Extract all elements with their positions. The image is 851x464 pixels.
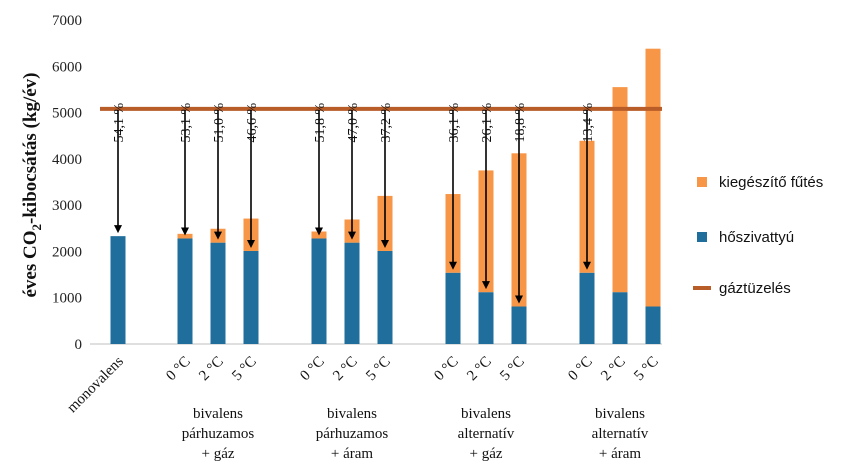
group-label-line: bivalens — [461, 406, 511, 422]
y-tick-label: 7000 — [52, 13, 82, 29]
x-tick-label: 0 °C — [431, 354, 462, 385]
arrow-head — [315, 227, 323, 236]
group-label-line: + áram — [331, 446, 374, 462]
arrow-head — [348, 231, 356, 240]
bar-segment-heat-pump — [645, 306, 661, 344]
percentage-label: 26,1 % — [480, 103, 495, 143]
bar-segment-heat-pump — [445, 272, 461, 344]
y-tick-label: 1000 — [52, 291, 82, 307]
x-tick-label: 5 °C — [497, 354, 528, 385]
y-tick-label: 2000 — [52, 244, 82, 260]
arrow-head — [482, 281, 490, 290]
y-axis-title-main: éves CO — [20, 230, 41, 297]
group-label-line: + gáz — [469, 446, 502, 462]
bar-segment-heat-pump — [210, 242, 226, 344]
legend-swatch-supplementary — [697, 177, 707, 187]
group-label-line: bivalens — [327, 406, 377, 422]
group-label: bivalens párhuzamos + gáz — [182, 406, 255, 462]
arrow-head — [247, 239, 255, 248]
y-axis-title-subscript: 2 — [29, 224, 44, 231]
percentage-label: 47,0 % — [346, 103, 361, 143]
arrow-head — [381, 239, 389, 248]
bar-segment-heat-pump — [243, 250, 259, 344]
y-axis-title: éves CO2-kibocsátás (kg/év) — [20, 73, 44, 298]
x-tick-label: 2 °C — [196, 354, 227, 385]
bar-segment-heat-pump — [377, 250, 393, 344]
bar-segment-heat-pump — [511, 306, 527, 344]
y-tick-label: 4000 — [52, 152, 82, 168]
bar-segment-heat-pump — [177, 238, 193, 344]
group-label-line: párhuzamos — [182, 426, 255, 442]
percentage-label: 18,8 % — [513, 103, 528, 143]
x-tick-label: 5 °C — [363, 354, 394, 385]
arrow-head — [515, 295, 523, 304]
y-axis-title-rest: -kibocsátás (kg/év) — [20, 73, 41, 224]
y-tick-label: 0 — [75, 337, 83, 353]
percentage-label: 51,0 % — [212, 103, 227, 143]
bar-segment-heat-pump — [579, 272, 595, 344]
x-tick-label: 2 °C — [598, 354, 629, 385]
legend: kiegészítő fűtés hőszivattyú gáztüzelés — [693, 174, 823, 297]
bar-segment-heat-pump — [311, 238, 327, 344]
arrow-head — [583, 261, 591, 270]
group-label-line: + gáz — [201, 446, 234, 462]
arrow-head — [114, 225, 122, 234]
group-label-line: bivalens — [193, 406, 243, 422]
percentage-label: 36,1 % — [447, 103, 462, 143]
y-tick-label: 6000 — [52, 59, 82, 75]
arrow-head — [214, 231, 222, 240]
x-tick-label: monovalens — [64, 353, 127, 416]
x-tick-label: 5 °C — [631, 354, 662, 385]
x-tick-label: 0 °C — [163, 354, 194, 385]
x-tick-label: 0 °C — [297, 354, 328, 385]
x-tick-label: 2 °C — [464, 354, 495, 385]
percentage-label: 51,8 % — [313, 103, 328, 143]
group-label: bivalens alternatív + áram — [592, 406, 649, 462]
bar-segment-heat-pump — [478, 292, 494, 344]
bar-segment-supplementary — [177, 233, 193, 239]
y-tick-label: 3000 — [52, 198, 82, 214]
legend-label-heat-pump: hőszivattyú — [719, 229, 794, 246]
bar-segment-heat-pump — [612, 292, 628, 344]
percentage-label: 37,2 % — [379, 103, 394, 143]
bar-segment-supplementary — [612, 87, 628, 293]
x-tick-label: 5 °C — [229, 354, 260, 385]
x-axis-group-labels: bivalens párhuzamos + gáz bivalens párhuzamo… — [182, 406, 649, 462]
group-label-line: párhuzamos — [316, 426, 389, 442]
y-tick-label: 5000 — [52, 106, 82, 122]
legend-label-gas: gáztüzelés — [719, 280, 791, 297]
group-label-line: alternatív — [592, 426, 649, 442]
percentage-arrows: 54,1 % 53,1 % 51,0 % 46,6 % 51,8 % 47,0 % 37,2… — [112, 103, 596, 304]
group-label-line: bivalens — [595, 406, 645, 422]
percentage-label: 13,4 % — [581, 103, 596, 143]
x-tick-label: 2 °C — [330, 354, 361, 385]
bar-segment-heat-pump — [110, 236, 126, 344]
bar-segment-supplementary — [645, 48, 661, 307]
arrow-head — [181, 227, 189, 236]
y-axis-ticks: 0 1000 2000 3000 4000 5000 6000 7000 — [52, 13, 82, 353]
percentage-label: 54,1 % — [112, 103, 127, 143]
percentage-label: 53,1 % — [179, 103, 194, 143]
group-label: bivalens alternatív + gáz — [458, 406, 515, 462]
legend-label-supplementary: kiegészítő fűtés — [719, 174, 823, 191]
arrow-head — [449, 261, 457, 270]
bar-segment-heat-pump — [344, 242, 360, 344]
x-tick-label: 0 °C — [565, 354, 596, 385]
legend-swatch-heat-pump — [697, 232, 707, 242]
group-label-line: + áram — [599, 446, 642, 462]
group-label: bivalens párhuzamos + áram — [316, 406, 389, 462]
group-label-line: alternatív — [458, 426, 515, 442]
percentage-label: 46,6 % — [245, 103, 260, 143]
